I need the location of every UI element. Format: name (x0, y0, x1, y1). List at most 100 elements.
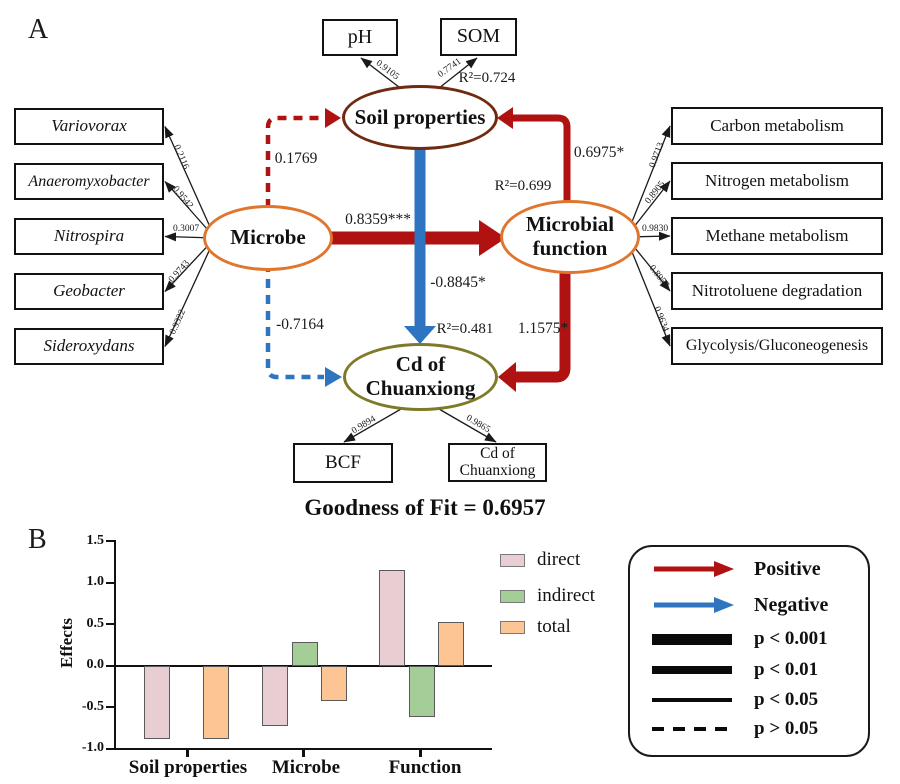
indicator-box-bcf: BCF (293, 443, 393, 483)
r2-soil: R²=0.724 (459, 70, 516, 86)
y-tick-label: 1.0 (86, 574, 105, 589)
indicator-label: Sideroxydans (43, 336, 135, 356)
indicator-box-carbon-metabolism: Carbon metabolism (671, 107, 883, 145)
indicator-box-methane-metabolism: Methane metabolism (671, 217, 883, 255)
y-tick (106, 664, 115, 667)
indicator-label: pH (347, 25, 373, 48)
latent-soil-properties: Soil properties (342, 85, 498, 150)
indicator-label: BCF (325, 451, 361, 473)
indicator-box-anaeromyxobacter: Anaeromyxobacter (14, 163, 164, 200)
legend-item-direct: direct (500, 549, 580, 571)
sem-legend-box: Positive Negative p < 0.001 p < 0.01 p <… (628, 545, 870, 757)
loading-value: 0.9542 (170, 184, 195, 211)
path-microbe-cd-head (325, 367, 342, 387)
indicator-label: Cd of Chuanxiong (459, 444, 536, 479)
indicator-box-cd-of-chuanxiong: Cd of Chuanxiong (448, 443, 547, 482)
bar-indirect-microbe (291, 641, 318, 666)
legend-label: p < 0.05 (754, 689, 819, 710)
indicator-box-sideroxydans: Sideroxydans (14, 328, 164, 365)
latent-cd-of-chuanxiong: Cd of Chuanxiong (343, 343, 498, 411)
negative-arrow-icon (652, 596, 738, 614)
panel-a-label: A (28, 14, 49, 45)
legend-label: direct (537, 549, 581, 570)
coef-microbe-cd: -0.7164 (276, 316, 324, 333)
x-category-label: Microbe (271, 757, 341, 778)
indicator-label: SOM (456, 25, 501, 48)
loading-arrow-carbon (625, 125, 671, 238)
y-tick (106, 581, 115, 584)
indicator-box-geobacter: Geobacter (14, 273, 164, 310)
bar-direct-function (379, 569, 405, 666)
path-function-soil-head (497, 107, 513, 129)
bar-direct-soil-properties (144, 666, 170, 740)
latent-microbe: Microbe (203, 205, 333, 271)
path-microbe-soil-head (325, 108, 341, 128)
thin-line-icon (652, 698, 738, 702)
coef-function-cd: 1.1575* (518, 320, 569, 337)
indicator-label: Methane metabolism (705, 225, 849, 245)
loading-value: 0.3007 (173, 224, 199, 234)
legend-label: Positive (754, 557, 821, 580)
legend-label: indirect (537, 585, 596, 606)
indicator-label: Nitrotoluene degradation (691, 280, 863, 300)
bar-direct-microbe (262, 666, 288, 726)
y-tick-label: -0.5 (81, 699, 104, 714)
legend-label: p < 0.01 (754, 659, 819, 680)
path-microbe-cd (265, 263, 324, 380)
path-function-cd-head (498, 362, 516, 392)
loading-value: 0.8957 (647, 263, 671, 290)
legend-item-p001: p < 0.001 (652, 628, 852, 650)
legend-label: p < 0.001 (754, 628, 828, 649)
indicator-label: Variovorax (51, 116, 127, 136)
path-soil-cd-head (404, 326, 436, 344)
indicator-box-ph: pH (322, 19, 398, 56)
coef-microbe-function: 0.8359*** (345, 211, 411, 228)
legend-item-negative: Negative (652, 594, 852, 616)
indicator-label: Glycolysis/Gluconeogenesis (685, 337, 869, 355)
loading-arrow-sideroxydans (164, 237, 216, 348)
latent-label: Microbe (230, 225, 306, 250)
r2-function: R²=0.699 (495, 178, 552, 194)
latent-label-line1: Cd of (395, 352, 446, 377)
legend-item-pgt05: p > 0.05 (652, 718, 852, 740)
positive-arrow-icon (652, 560, 738, 578)
loading-value: 0.9743 (167, 258, 192, 284)
y-tick (106, 623, 115, 625)
latent-label-line2: Chuanxiong (365, 376, 476, 400)
indicator-label: Geobacter (53, 281, 125, 301)
legend-item-indirect: indirect (500, 585, 595, 607)
coef-microbe-soil: 0.1769 (275, 150, 318, 167)
bar-total-function (438, 622, 464, 666)
coef-soil-cd: -0.8845* (430, 274, 486, 291)
y-tick-label: 0.5 (86, 616, 105, 631)
latent-label: Soil properties (354, 104, 486, 129)
indicator-box-variovorax: Variovorax (14, 108, 164, 145)
r2-cd: R²=0.481 (437, 321, 494, 337)
bar-indirect-function (408, 666, 435, 717)
thick-line-icon (652, 633, 738, 645)
loading-value: 0.9713 (648, 141, 667, 169)
path-microbe-soil (265, 115, 324, 208)
bar-total-soil-properties (203, 666, 229, 740)
y-tick-label: -1.0 (81, 740, 104, 755)
indirect-swatch-icon (500, 589, 525, 603)
path-arrows (265, 107, 571, 392)
indicator-label: Anaeromyxobacter (28, 172, 150, 190)
latent-label-line1: Microbial (525, 212, 615, 237)
legend-item-p05: p < 0.05 (652, 689, 852, 711)
latent-label-line2: function (532, 236, 608, 260)
y-tick-label: 1.5 (86, 533, 105, 548)
sem-arrows-layer: 0.9105 0.7741 0.2116 0.9542 0.3007 0.974… (164, 57, 671, 443)
indicator-box-glycolysis: Glycolysis/Gluconeogenesis (671, 327, 883, 365)
loading-arrow-glycolysis (625, 236, 671, 347)
indicator-label: Nitrospira (53, 226, 125, 246)
y-tick (106, 747, 115, 750)
legend-item-total: total (500, 616, 571, 638)
total-swatch-icon (500, 620, 525, 634)
x-tick (302, 748, 305, 757)
x-tick (186, 748, 189, 757)
coef-function-soil: 0.6975* (574, 144, 625, 161)
legend-item-p01: p < 0.01 (652, 659, 852, 681)
path-labels: 0.8359*** 0.6975* -0.8845* 1.1575* 0.176… (275, 70, 625, 337)
loading-arrow-variovorax (164, 125, 216, 239)
